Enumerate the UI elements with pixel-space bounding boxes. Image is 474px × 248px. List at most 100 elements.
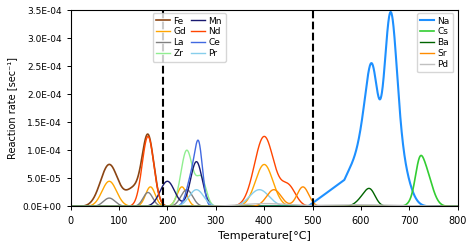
Mn <box>373 205 379 208</box>
La <box>184 188 190 191</box>
Ba <box>444 205 449 208</box>
Ba <box>246 205 251 208</box>
La <box>256 205 262 208</box>
Fe <box>373 205 379 208</box>
Cs <box>68 205 73 208</box>
Na <box>373 78 378 81</box>
Zr <box>68 205 73 208</box>
Zr <box>444 205 450 208</box>
Pr <box>455 205 461 208</box>
Pr <box>256 188 262 191</box>
Zr <box>373 205 379 208</box>
Zr <box>256 205 262 208</box>
La <box>455 205 461 208</box>
Fe <box>444 205 450 208</box>
Ba <box>444 205 450 208</box>
Gd <box>246 196 251 199</box>
Ce <box>195 139 201 142</box>
Mn <box>87 205 93 208</box>
Line: Gd: Gd <box>71 164 458 207</box>
Pd <box>455 205 461 208</box>
Nd <box>444 205 450 208</box>
Pr <box>444 205 449 208</box>
Gd <box>444 205 450 208</box>
Fe <box>444 205 450 208</box>
Line: Mn: Mn <box>71 162 458 207</box>
Pd <box>68 205 73 208</box>
Nd <box>455 205 461 208</box>
La <box>246 205 252 208</box>
Nd <box>246 186 251 189</box>
Mn <box>455 205 461 208</box>
Fe <box>87 201 93 204</box>
Ce <box>68 205 73 208</box>
Zr <box>407 205 413 208</box>
Ce <box>246 205 252 208</box>
Sr <box>373 205 379 208</box>
La <box>444 205 450 208</box>
Line: Pd: Pd <box>71 204 458 207</box>
Pd <box>256 202 262 205</box>
Fe <box>68 205 73 208</box>
Line: Cs: Cs <box>71 155 458 207</box>
Line: Nd: Nd <box>71 136 458 207</box>
Cs <box>444 205 449 208</box>
Sr <box>444 205 450 208</box>
La <box>373 205 379 208</box>
Mn <box>246 205 252 208</box>
Gd <box>455 205 461 208</box>
Nd <box>68 205 73 208</box>
Pr <box>444 205 450 208</box>
Legend: Na, Cs, Ba, Sr, Pd: Na, Cs, Ba, Sr, Pd <box>417 13 453 72</box>
Line: Ce: Ce <box>71 140 458 207</box>
X-axis label: Temperature[°C]: Temperature[°C] <box>218 231 310 241</box>
Line: Sr: Sr <box>71 187 458 207</box>
Y-axis label: Reaction rate [sec⁻¹]: Reaction rate [sec⁻¹] <box>7 58 17 159</box>
Mn <box>443 205 449 208</box>
Pr <box>68 205 73 208</box>
Mn <box>194 160 200 163</box>
Na <box>87 205 93 208</box>
Ba <box>68 205 73 208</box>
Na <box>388 10 393 13</box>
La <box>87 205 93 208</box>
Ba <box>366 187 372 190</box>
Pr <box>246 196 252 199</box>
Cs <box>87 205 93 208</box>
Zr <box>184 149 190 152</box>
Cs <box>246 205 251 208</box>
Ce <box>256 205 262 208</box>
Zr <box>87 205 93 208</box>
Ba <box>455 205 461 208</box>
Fe <box>246 205 252 208</box>
Line: Ba: Ba <box>71 188 458 207</box>
Line: Fe: Fe <box>71 134 458 207</box>
La <box>444 205 450 208</box>
Na <box>68 205 73 208</box>
Na <box>256 205 262 208</box>
Fe <box>256 205 262 208</box>
Pd <box>263 202 268 205</box>
Pr <box>194 188 200 191</box>
Gd <box>256 170 262 173</box>
Gd <box>261 163 267 166</box>
Nd <box>262 135 267 138</box>
Cs <box>455 205 461 208</box>
La <box>68 205 73 208</box>
Zr <box>444 205 450 208</box>
Cs <box>444 205 450 208</box>
Nd <box>373 205 379 208</box>
Nd <box>87 205 93 208</box>
Gd <box>444 205 449 208</box>
Sr <box>256 203 262 206</box>
Mn <box>444 205 450 208</box>
Na <box>444 205 450 208</box>
Ce <box>444 205 450 208</box>
Pr <box>87 205 93 208</box>
Mn <box>444 205 450 208</box>
Line: Zr: Zr <box>71 150 458 207</box>
Zr <box>455 205 461 208</box>
Na <box>455 205 461 208</box>
Sr <box>300 185 306 188</box>
Sr <box>87 205 93 208</box>
